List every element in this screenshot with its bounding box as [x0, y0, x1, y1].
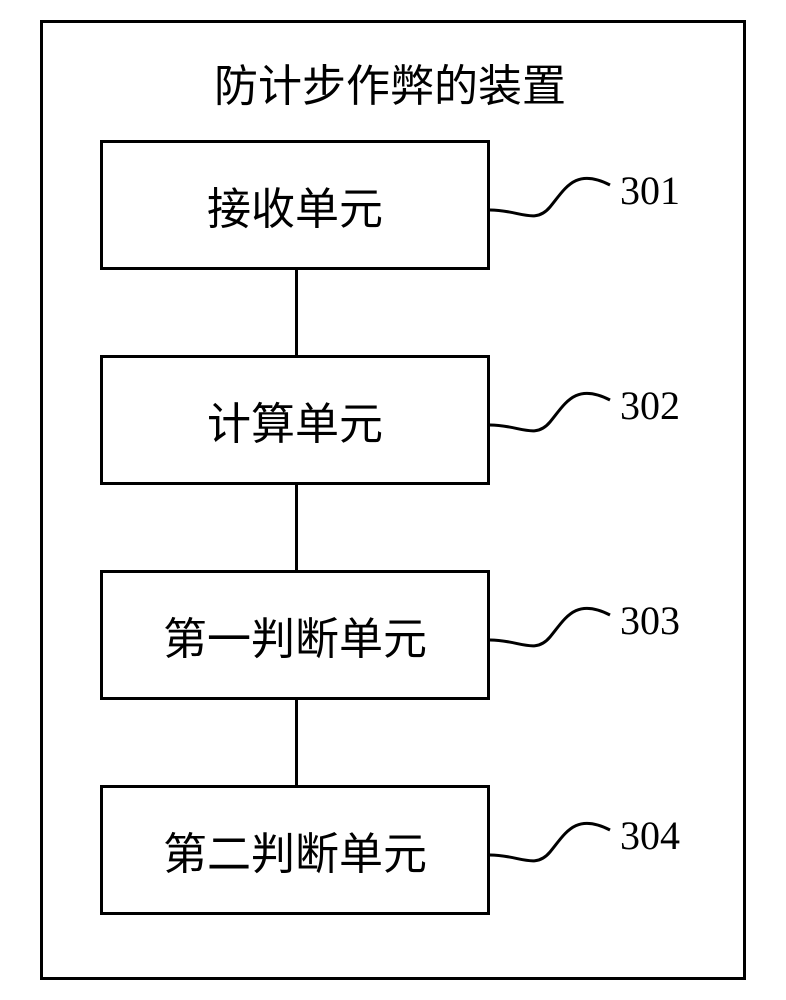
reference-label: 301	[620, 167, 680, 214]
connector-line	[295, 700, 298, 785]
block-node: 计算单元	[100, 355, 490, 485]
leader-squiggle	[490, 605, 620, 665]
reference-label: 303	[620, 597, 680, 644]
connector-line	[295, 485, 298, 570]
block-node: 第一判断单元	[100, 570, 490, 700]
leader-squiggle	[490, 390, 620, 450]
diagram-title: 防计步作弊的装置	[110, 50, 670, 114]
reference-label: 304	[620, 812, 680, 859]
connector-line	[295, 270, 298, 355]
reference-label: 302	[620, 382, 680, 429]
block-node: 第二判断单元	[100, 785, 490, 915]
leader-squiggle	[490, 820, 620, 880]
block-node: 接收单元	[100, 140, 490, 270]
leader-squiggle	[490, 175, 620, 235]
